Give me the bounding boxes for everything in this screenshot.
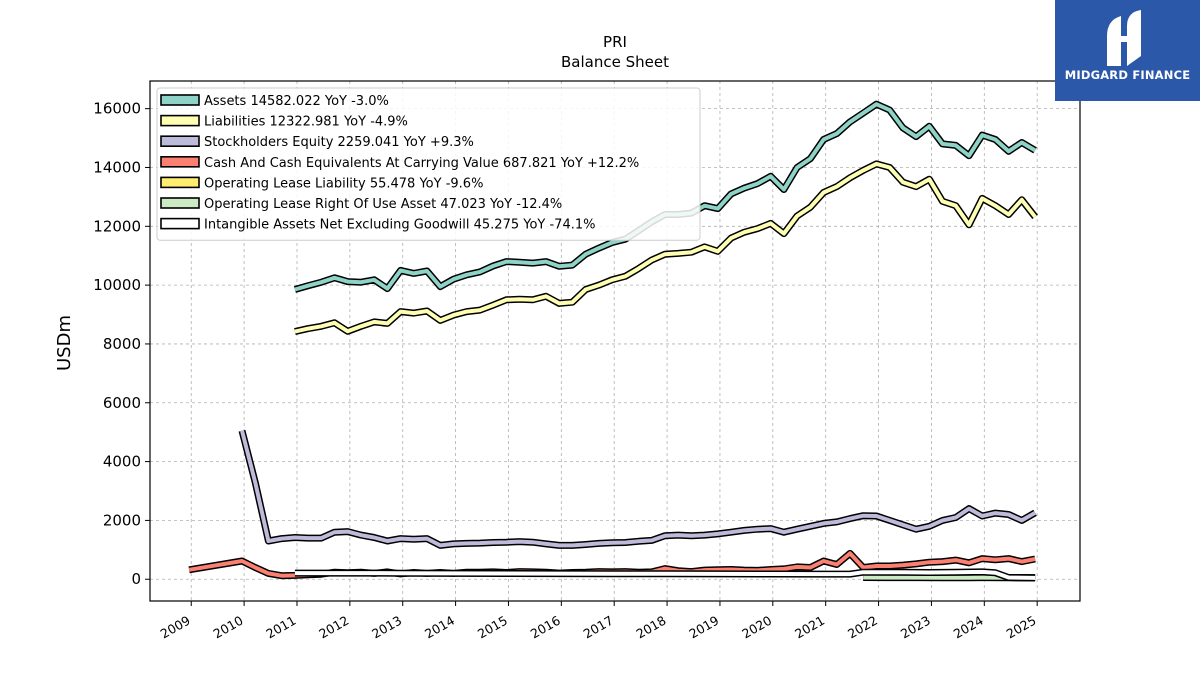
series-line: [294, 569, 1036, 580]
y-axis-label: USDm: [54, 315, 75, 371]
legend-entry-label: Operating Lease Liability 55.478 YoY -9.…: [204, 176, 483, 191]
legend-swatch: [160, 176, 200, 189]
legend: Assets 14582.022 YoY -3.0% Liabilities 12…: [156, 87, 701, 241]
y-tick-label: 12000: [93, 217, 141, 235]
y-tick-label: 8000: [103, 335, 141, 353]
y-tick-label: 0: [131, 570, 141, 588]
logo-mark-icon: [1107, 10, 1141, 66]
legend-swatch: [160, 217, 200, 230]
legend-entry-label: Operating Lease Right Of Use Asset 47.02…: [204, 197, 562, 212]
legend-swatch: [160, 114, 200, 127]
chart-title: PRI: [603, 33, 627, 51]
legend-entry-label: Cash And Cash Equivalents At Carrying Va…: [204, 156, 639, 171]
chart-subtitle: Balance Sheet: [561, 53, 669, 71]
series-line: [240, 430, 1037, 548]
legend-box: [156, 87, 701, 241]
y-tick-label: 10000: [93, 276, 141, 294]
y-tick-label: 16000: [93, 100, 141, 118]
logo-text: MIDGARD FINANCE: [1064, 68, 1191, 82]
legend-swatch: [160, 156, 200, 168]
legend-entry-label: Intangible Assets Net Excluding Goodwill…: [204, 218, 595, 233]
y-tick-label: 4000: [103, 453, 141, 471]
legend-entry-label: Assets 14582.022 YoY -3.0%: [204, 94, 389, 109]
legend-swatch: [160, 135, 200, 147]
series-line: [294, 161, 1037, 334]
legend-entry-label: Stockholders Equity 2259.041 YoY +9.3%: [204, 135, 474, 150]
y-tick-label: 2000: [103, 511, 141, 529]
y-tick-label: 6000: [103, 394, 141, 412]
legend-swatch: [160, 94, 200, 106]
legend-swatch: [160, 197, 200, 209]
legend-entry-label: Liabilities 12322.981 YoY -4.9%: [204, 115, 408, 130]
y-tick-label: 14000: [93, 158, 141, 176]
brand-logo: MIDGARD FINANCE: [1055, 0, 1200, 101]
plot-frame: [149, 80, 1081, 602]
